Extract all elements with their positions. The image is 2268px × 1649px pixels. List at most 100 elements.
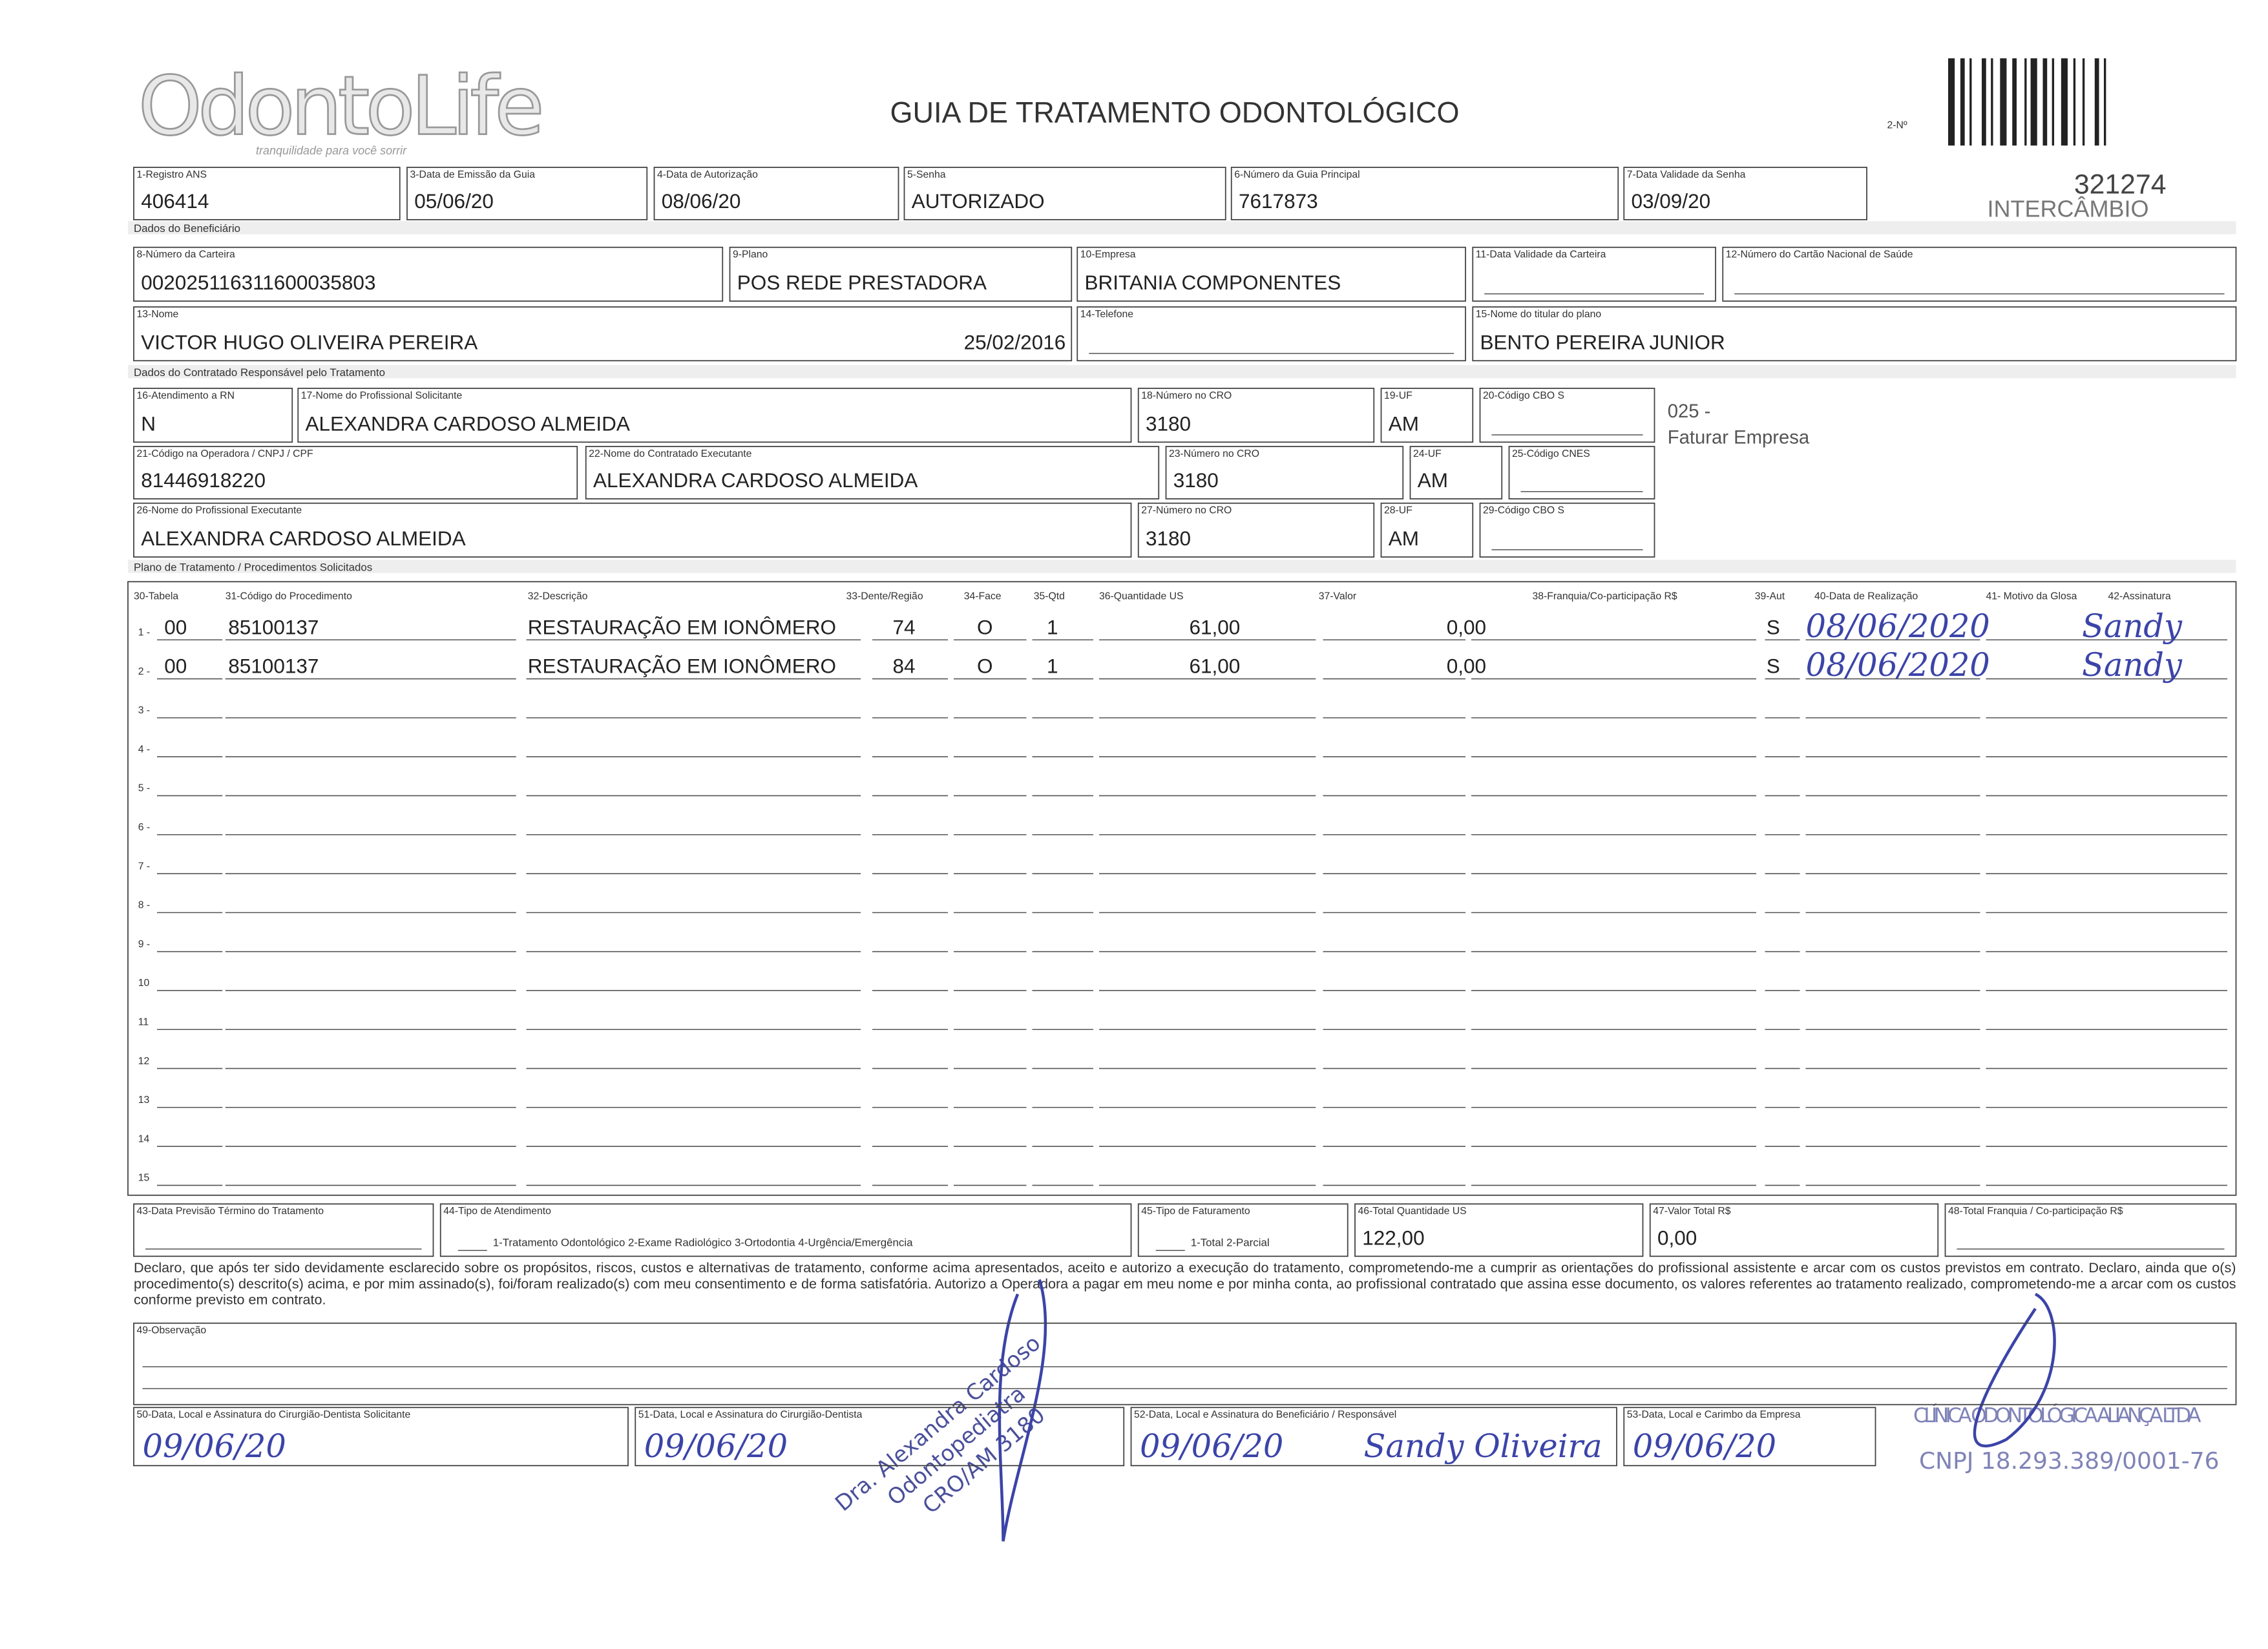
field-extra: 25/02/2016	[964, 330, 1066, 353]
field-box	[1137, 1203, 1349, 1257]
procedures-box	[127, 581, 2237, 1196]
field-label: 25-Código CNES	[1512, 448, 1590, 459]
row-number: 10	[138, 978, 150, 989]
row-number: 11	[138, 1017, 149, 1028]
field-label: 18-Número no CRO	[1141, 390, 1232, 401]
signature-stroke	[998, 1279, 2056, 1542]
field-label: 45-Tipo de Faturamento	[1141, 1206, 1250, 1217]
company-stamp: CNPJ 18.293.389/0001-76	[1919, 1448, 2220, 1475]
field-label: 29-Código CBO S	[1483, 505, 1564, 516]
field-box	[1230, 167, 1619, 220]
section-title: Dados do Beneficiário	[134, 222, 240, 235]
field-box	[133, 446, 578, 499]
section-band	[128, 560, 2236, 573]
barcode-bar	[1981, 58, 1986, 146]
field-box	[1380, 388, 1474, 443]
barcode-bar	[2000, 58, 2007, 146]
field-value: 002025116311600035803	[141, 271, 375, 294]
field-value: BRITANIA COMPONENTES	[1085, 271, 1341, 294]
field-label: 8-Número da Carteira	[137, 249, 236, 260]
handwriting: 08/06/2020	[1806, 607, 1990, 645]
field-label: 23-Número no CRO	[1169, 448, 1259, 459]
field-label: 22-Nome do Contratado Executante	[589, 448, 751, 459]
field-label: 16-Atendimento a RN	[137, 390, 235, 401]
barcode-bar	[2073, 58, 2076, 146]
barcode-bar	[1991, 58, 1993, 146]
barcode-bar	[2030, 58, 2037, 146]
row-number: 7 -	[138, 861, 150, 872]
field-label: 44-Tipo de Atendimento	[443, 1206, 551, 1217]
handwriting: 08/06/2020	[1806, 646, 1990, 684]
field-value: ALEXANDRA CARDOSO ALMEIDA	[141, 527, 465, 550]
section-band	[128, 221, 2236, 235]
field-label: 11-Data Validade da Carteira	[1476, 249, 1606, 260]
cell-value: 00	[164, 655, 187, 678]
field-value: 08/06/20	[662, 189, 741, 213]
field-value: AM	[1389, 527, 1419, 550]
row-number: 6 -	[138, 822, 150, 833]
cell-value: 85100137	[228, 655, 319, 678]
field-label: 24-UF	[1413, 448, 1442, 459]
field-value: 406414	[141, 189, 209, 213]
field-box	[1472, 306, 2237, 362]
row-number: 8 -	[138, 900, 150, 911]
field-value: AUTORIZADO	[912, 189, 1045, 213]
cell-value: 00	[164, 615, 187, 638]
field-label: 7-Data Validade da Senha	[1627, 169, 1746, 180]
field-box	[1165, 446, 1404, 499]
field-box	[1076, 306, 1466, 362]
field-label: 12-Número do Cartão Nacional de Saúde	[1726, 249, 1913, 260]
row-number: 14	[138, 1133, 150, 1144]
field-label: 1-Registro ANS	[137, 169, 207, 180]
column-header: 35-Qtd	[1034, 591, 1065, 602]
field-box	[585, 446, 1160, 499]
row-number: 13	[138, 1095, 150, 1106]
field-value: 3180	[1173, 468, 1219, 492]
field-box	[133, 246, 724, 302]
cell-value: 61,00	[1190, 655, 1241, 678]
cell-value: 85100137	[228, 615, 319, 638]
field-value: AM	[1418, 468, 1448, 492]
note-text: Faturar Empresa	[1668, 428, 1810, 448]
declaration-wrap: Declaro, que após ter sido devidamente e…	[134, 1261, 2236, 1308]
field-value: BENTO PEREIRA JUNIOR	[1480, 330, 1725, 353]
cell-value: 0,00	[1447, 615, 1486, 638]
cell-value: 84	[893, 655, 916, 678]
field-value: 03/09/20	[1632, 189, 1711, 213]
field-label: 28-UF	[1384, 505, 1412, 516]
barcode-bar	[1948, 58, 1955, 146]
field-label: 6-Número da Guia Principal	[1234, 169, 1360, 180]
column-header: 30-Tabela	[134, 591, 178, 602]
field-box	[133, 306, 1073, 362]
company-stamp: CLÍNICA ODONTOLÓGICA ALIANÇA LTDA	[1913, 1402, 2201, 1427]
field-label: 5-Senha	[907, 169, 946, 180]
field-value: POS REDE PRESTADORA	[737, 271, 987, 294]
cell-value: O	[977, 655, 993, 678]
field-box	[729, 246, 1073, 302]
field-label: 15-Nome do titular do plano	[1476, 309, 1602, 320]
column-header: 34-Face	[964, 591, 1002, 602]
section-title: Plano de Tratamento / Procedimentos Soli…	[134, 561, 372, 573]
field-value: AM	[1389, 412, 1419, 435]
field-label: 47-Valor Total R$	[1653, 1206, 1730, 1217]
cell-value: 74	[893, 615, 916, 638]
row-number: 5 -	[138, 783, 150, 794]
row-number: 4 -	[138, 744, 150, 755]
field-box	[133, 1322, 2237, 1405]
field-value: 81446918220	[141, 468, 266, 492]
column-header: 42-Assinatura	[2108, 591, 2171, 602]
field-label: 17-Nome do Profissional Solicitante	[301, 390, 463, 401]
barcode-bar	[1960, 58, 1965, 146]
field-box	[1623, 1407, 1876, 1467]
signature: Sandy Oliveira	[1364, 1427, 1602, 1465]
barcode-bar	[2082, 58, 2085, 146]
row-number: 2 -	[138, 666, 150, 677]
field-label: 50-Data, Local e Assinatura do Cirurgião…	[137, 1409, 411, 1420]
form-title: GUIA DE TRATAMENTO ODONTOLÓGICO	[890, 96, 1460, 129]
field-label: 51-Data, Local e Assinatura do Cirurgião…	[638, 1409, 863, 1420]
section-band	[128, 365, 2236, 379]
field-label: 49-Observação	[137, 1325, 207, 1336]
